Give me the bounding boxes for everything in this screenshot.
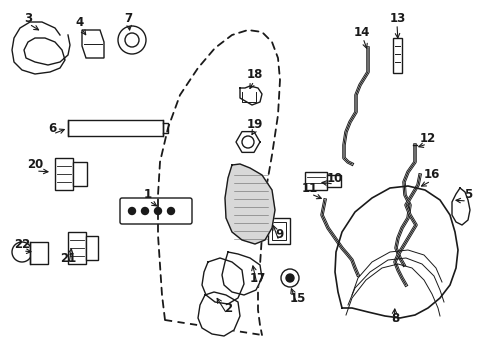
Polygon shape [451,188,469,225]
Text: 5: 5 [463,189,471,202]
Bar [30,242,48,264]
Polygon shape [240,86,262,105]
Circle shape [154,207,161,215]
Text: 3: 3 [24,12,32,24]
FancyBboxPatch shape [120,198,192,224]
Text: 7: 7 [123,12,132,24]
Polygon shape [222,252,262,295]
Text: 1: 1 [143,189,152,202]
Text: 9: 9 [275,229,284,242]
Polygon shape [224,164,274,244]
Text: 12: 12 [419,131,435,144]
Bar [73,162,87,186]
FancyBboxPatch shape [68,120,163,136]
Text: 22: 22 [14,238,30,252]
Text: 20: 20 [27,158,43,171]
Text: 11: 11 [301,181,318,194]
Polygon shape [236,132,260,152]
Text: 17: 17 [249,271,265,284]
Polygon shape [334,186,457,318]
Bar [267,218,289,244]
Bar [271,222,285,240]
Text: 15: 15 [289,292,305,305]
Text: 2: 2 [224,302,232,315]
Bar [392,38,401,73]
Bar [55,158,73,190]
Text: 10: 10 [326,171,343,184]
Text: 14: 14 [353,26,369,39]
Bar [68,232,86,264]
Text: 21: 21 [60,252,76,265]
Text: 6: 6 [48,122,56,135]
Bar [305,172,326,190]
Text: 19: 19 [246,118,263,131]
Circle shape [167,207,174,215]
Bar [326,175,340,187]
Circle shape [285,274,293,282]
Polygon shape [202,258,244,304]
Text: 18: 18 [246,68,263,81]
Text: 13: 13 [389,12,406,24]
Text: 8: 8 [390,311,398,324]
Text: 4: 4 [76,15,84,28]
Circle shape [141,207,148,215]
Text: 16: 16 [423,168,439,181]
Circle shape [128,207,135,215]
Bar [86,236,98,260]
Polygon shape [82,30,104,58]
Polygon shape [198,292,240,336]
